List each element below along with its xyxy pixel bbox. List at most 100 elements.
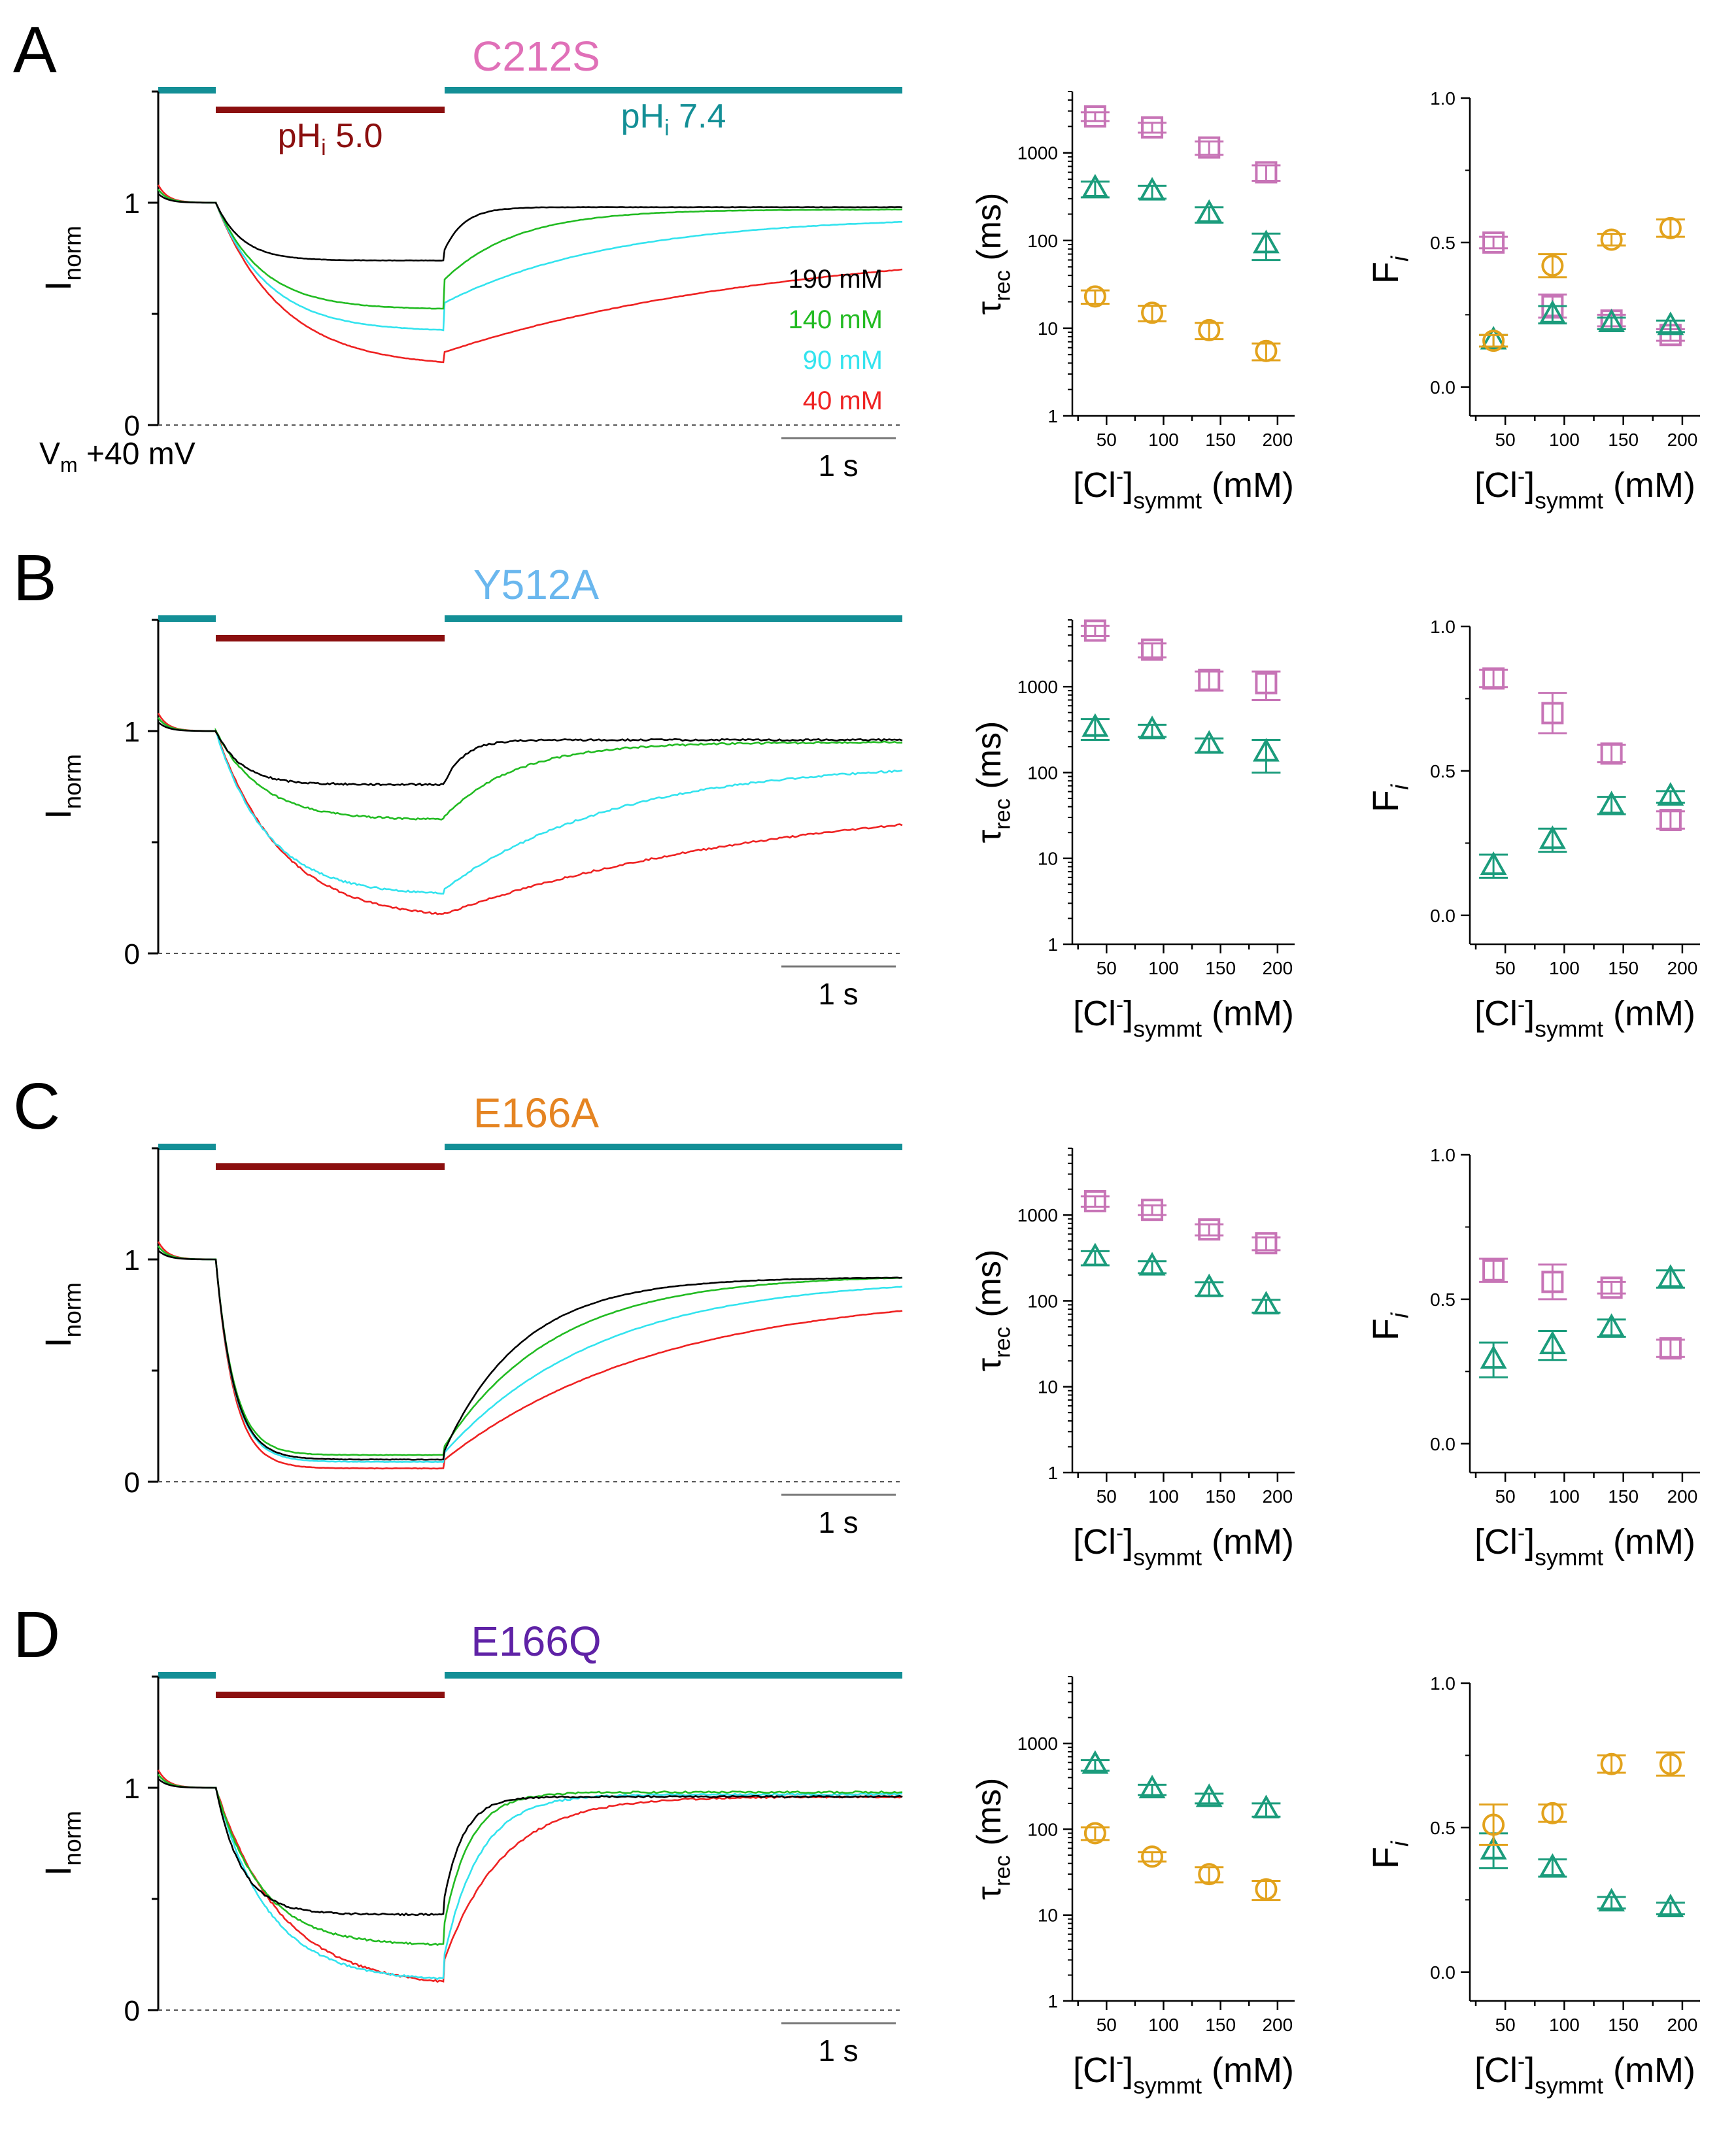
data-point-triangle [1138, 1252, 1166, 1276]
x-tick-label: 100 [1148, 430, 1179, 450]
y-tick-label: 0.0 [1430, 906, 1455, 926]
data-point-triangle [1539, 299, 1566, 324]
trace-140mm [157, 717, 903, 821]
data-point-triangle [1480, 1836, 1507, 1860]
x-tick-label: 50 [1495, 430, 1516, 450]
x-tick-label: 50 [1097, 958, 1117, 978]
data-point-triangle [1480, 326, 1507, 350]
fi-axis-label: Fi [1365, 1312, 1414, 1341]
trace-140mm [157, 1773, 903, 1947]
y-tick-label: 1 [124, 1773, 140, 1805]
data-point-circle [1255, 339, 1278, 362]
data-point-circle [1141, 1845, 1164, 1868]
trace-190mm [158, 1250, 903, 1461]
data-point-square [1198, 668, 1221, 691]
data-point-triangle [1081, 1242, 1109, 1267]
trace-panel-A: A C212S pHi 5.0 pHi 7.4 Vm +40 mV 1 0 1 s 190 mM… [13, 13, 903, 483]
legend-c90: 90 mM [803, 346, 883, 375]
x-axis-label: [Cl-]symmt (mM) [1073, 464, 1294, 513]
y-tick-label: 0 [124, 410, 140, 442]
legend-c190: 190 mM [789, 265, 883, 294]
data-point-circle [1600, 228, 1623, 251]
data-point-circle [1541, 1802, 1564, 1824]
x-tick-label: 100 [1148, 958, 1179, 978]
x-tick-label: 50 [1097, 430, 1117, 450]
data-point-triangle [1195, 1783, 1223, 1807]
tau-axis-label: τrec (ms) [970, 1250, 1015, 1372]
legend-c140: 140 mM [789, 305, 883, 334]
y-tick-label: 0.0 [1430, 1434, 1455, 1454]
trace-40mm [157, 1769, 903, 1983]
data-point-triangle [1539, 1330, 1566, 1354]
trace-panel-C: C E166A 1 0 1 s [13, 1070, 903, 1539]
x-tick-label: 50 [1495, 1486, 1516, 1507]
mutant-title: E166Q [471, 1618, 601, 1665]
data-point-square [1659, 809, 1682, 832]
mutant-title: C212S [472, 33, 600, 80]
data-point-square [1255, 672, 1278, 694]
x-tick-label: 200 [1262, 958, 1293, 978]
data-point-triangle [1252, 1291, 1280, 1315]
data-point-circle [1482, 1813, 1505, 1836]
data-point-triangle [1081, 1750, 1109, 1774]
fi-axis-label: Fi [1365, 1840, 1414, 1869]
scale-bar-label: 1 s [818, 449, 858, 483]
data-point-triangle [1598, 1888, 1625, 1912]
data-point-triangle [1081, 713, 1109, 737]
data-point-triangle [1138, 715, 1166, 740]
scale-bar-label: 1 s [818, 1505, 858, 1539]
y-tick-label: 1000 [1017, 677, 1058, 697]
y-tick-label: 0.0 [1430, 1962, 1455, 1983]
y-tick-label: 1 [124, 188, 140, 220]
data-point-circle [1659, 216, 1682, 239]
x-tick-label: 200 [1667, 430, 1698, 450]
data-point-circle [1482, 330, 1505, 352]
y-tick-label: 0.5 [1430, 1289, 1455, 1310]
data-point-triangle [1252, 230, 1280, 254]
x-axis-label: [Cl-]symmt (mM) [1474, 2049, 1695, 2098]
inorm-axis-label: Inorm [37, 1282, 86, 1348]
y-tick-label: 0.0 [1430, 377, 1455, 398]
mutant-title: Y512A [473, 561, 599, 608]
data-point-square [1141, 116, 1164, 139]
y-tick-label: 10 [1038, 1377, 1058, 1397]
y-tick-label: 1 [1047, 1991, 1058, 2011]
x-axis-label: [Cl-]symmt (mM) [1474, 993, 1695, 1042]
data-point-square [1482, 1259, 1505, 1282]
data-point-square [1141, 638, 1164, 661]
trace-90mm [157, 188, 903, 332]
y-tick-label: 100 [1027, 1819, 1058, 1839]
x-tick-label: 50 [1495, 2015, 1516, 2035]
trace-90mm [157, 717, 903, 895]
data-point-square [1600, 1276, 1623, 1299]
y-tick-label: 1 [1047, 934, 1058, 955]
data-point-square [1198, 1218, 1221, 1241]
y-tick-label: 0 [124, 938, 140, 970]
trace-40mm [157, 1241, 903, 1470]
y-tick-label: 1.0 [1430, 88, 1455, 109]
data-point-triangle [1657, 1893, 1684, 1918]
x-tick-label: 150 [1608, 2015, 1639, 2035]
data-point-triangle [1539, 825, 1566, 849]
x-axis-label: [Cl-]symmt (mM) [1474, 464, 1695, 513]
fi-panel-D: 0.0 0.5 1.0 50 100 150 200 [1430, 1673, 1700, 2035]
y-tick-label: 0.5 [1430, 233, 1455, 253]
y-tick-label: 1.0 [1430, 617, 1455, 637]
x-axis-label: [Cl-]symmt (mM) [1073, 993, 1294, 1042]
x-tick-label: 100 [1549, 958, 1580, 978]
y-tick-label: 1 [1047, 406, 1058, 426]
data-point-square [1482, 231, 1505, 254]
trace-panel-D: D E166Q 1 0 1 s [13, 1598, 903, 2068]
inorm-axis-label: Inorm [37, 754, 86, 819]
tau-axis-label: τrec (ms) [970, 721, 1015, 844]
x-tick-label: 200 [1262, 430, 1293, 450]
trace-190mm [158, 721, 903, 787]
data-point-circle [1083, 1822, 1106, 1845]
trace-90mm [157, 1773, 903, 1980]
tau-axis-label: τrec (ms) [970, 193, 1015, 315]
x-tick-label: 150 [1608, 958, 1639, 978]
data-point-circle [1255, 1878, 1278, 1901]
x-axis-label: [Cl-]symmt (mM) [1073, 2049, 1294, 2098]
y-tick-label: 100 [1027, 762, 1058, 783]
